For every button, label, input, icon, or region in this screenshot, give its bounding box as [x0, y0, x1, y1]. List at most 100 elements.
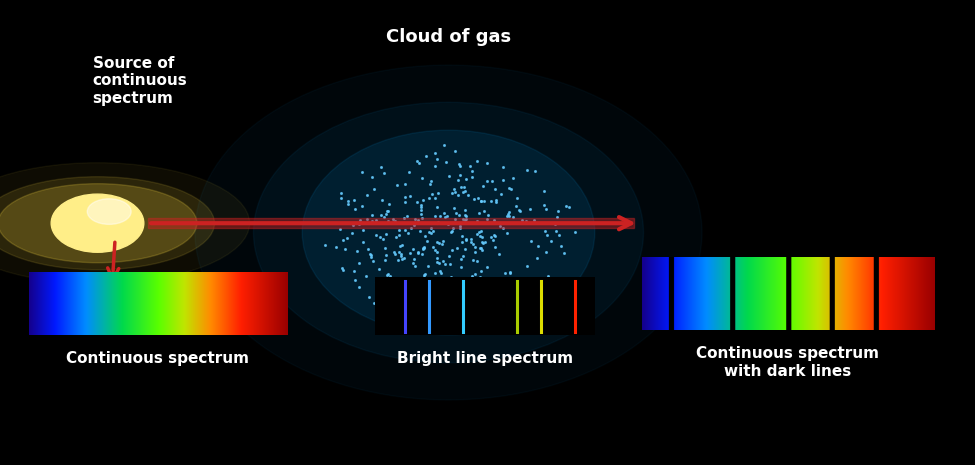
Point [416, 271, 432, 279]
Point [402, 168, 417, 175]
Point [475, 283, 490, 291]
Point [527, 285, 543, 292]
Point [523, 206, 538, 213]
Point [410, 217, 425, 224]
Point [423, 178, 439, 185]
Point [399, 212, 414, 219]
Point [402, 250, 417, 257]
Point [473, 198, 488, 205]
Point [437, 276, 452, 283]
Point [377, 245, 393, 252]
Point [380, 207, 396, 214]
Point [495, 163, 511, 170]
Point [374, 196, 390, 204]
Point [446, 306, 461, 314]
Point [424, 281, 440, 289]
Point [427, 162, 443, 170]
Point [376, 213, 392, 221]
Point [393, 250, 409, 258]
Ellipse shape [254, 102, 644, 363]
Point [385, 215, 401, 222]
Point [355, 226, 370, 233]
Point [453, 255, 469, 262]
Point [376, 170, 392, 177]
Point [484, 177, 499, 185]
Point [473, 232, 488, 239]
Point [402, 193, 417, 200]
Point [441, 279, 456, 286]
Ellipse shape [0, 163, 250, 284]
Point [502, 290, 518, 297]
Point [469, 217, 485, 225]
Point [428, 246, 444, 254]
Point [487, 216, 502, 224]
Text: Continuous spectrum: Continuous spectrum [66, 351, 250, 366]
Point [502, 285, 518, 292]
Point [479, 215, 494, 223]
Point [392, 243, 408, 250]
Point [471, 288, 487, 296]
Point [458, 235, 474, 243]
Point [509, 194, 525, 201]
Point [467, 285, 483, 292]
Point [549, 227, 565, 234]
Point [333, 194, 349, 201]
Point [412, 207, 428, 214]
Point [410, 249, 426, 257]
Point [354, 203, 370, 210]
Point [448, 215, 463, 223]
Point [345, 221, 361, 228]
Point [465, 272, 481, 280]
Point [421, 228, 437, 236]
Point [473, 267, 488, 275]
Point [413, 201, 429, 209]
Point [499, 212, 515, 219]
Point [358, 272, 373, 279]
Point [407, 255, 422, 263]
Point [435, 238, 450, 245]
Point [469, 257, 485, 265]
Point [562, 203, 577, 211]
Point [380, 270, 396, 278]
Point [429, 259, 445, 266]
Point [349, 247, 365, 255]
Point [429, 204, 445, 211]
Point [432, 259, 448, 267]
Point [452, 224, 468, 232]
Point [438, 158, 453, 166]
Point [426, 244, 442, 251]
Point [434, 269, 449, 277]
Point [346, 267, 362, 274]
Point [416, 274, 432, 281]
Point [388, 217, 404, 225]
Point [452, 162, 468, 170]
Point [457, 279, 473, 287]
Point [406, 246, 421, 253]
Point [398, 180, 413, 187]
Point [450, 192, 466, 199]
Point [429, 254, 445, 262]
Point [442, 173, 457, 180]
Point [491, 250, 507, 258]
Point [404, 224, 419, 232]
Point [548, 220, 564, 228]
Point [448, 188, 463, 195]
Point [317, 241, 332, 249]
Point [379, 208, 395, 215]
Point [471, 210, 487, 217]
Point [471, 228, 487, 236]
Point [453, 232, 469, 239]
Point [446, 302, 461, 309]
Point [448, 209, 464, 217]
Point [386, 248, 402, 256]
Point [364, 173, 379, 181]
Ellipse shape [195, 65, 702, 400]
Point [335, 266, 351, 273]
Point [558, 202, 573, 209]
Point [378, 210, 394, 217]
Point [389, 181, 405, 189]
Point [405, 311, 420, 319]
Point [509, 282, 525, 290]
Point [521, 294, 536, 302]
Point [488, 283, 503, 290]
